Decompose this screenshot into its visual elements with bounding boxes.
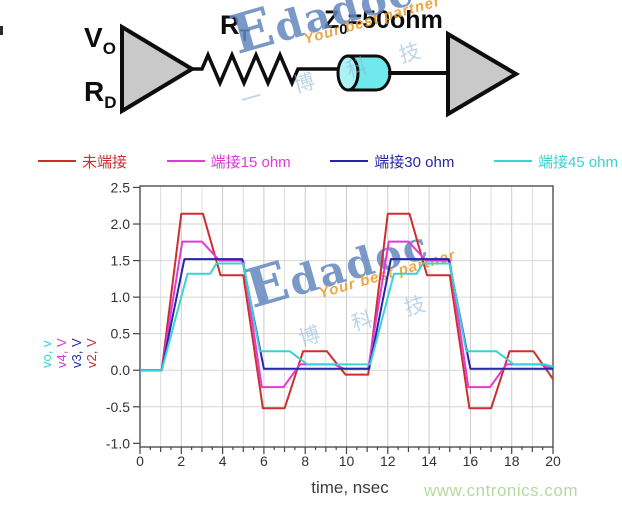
- x-axis-title: time, nsec: [311, 478, 389, 497]
- transmission-line-endcap: [336, 54, 360, 92]
- y-tick-label: 1.5: [111, 253, 131, 269]
- x-tick-label: 0: [136, 453, 144, 469]
- driver-buffer-symbol: [120, 23, 196, 115]
- circuit-diagram: [120, 23, 520, 118]
- x-tick-label: 6: [260, 453, 268, 469]
- label-vo: VO: [84, 22, 116, 58]
- label-rd: RD: [84, 76, 117, 112]
- label-z0: Z0=50ohm: [324, 6, 443, 38]
- y-tick-label: -1.0: [106, 435, 130, 451]
- legend-item-1: 端接15 ohm: [166, 151, 291, 172]
- legend-line-swatch: [493, 160, 532, 162]
- corner-artifact: [0, 26, 3, 35]
- receiver-buffer-symbol: [446, 30, 520, 118]
- x-tick-label: 20: [545, 453, 561, 469]
- chart-legend: 未端接 端接15 ohm 端接30 ohm 端接45 ohm: [38, 150, 618, 172]
- waveform-line-0: [140, 212, 554, 410]
- x-tick-label: 2: [177, 453, 185, 469]
- y-tick-label: 0.0: [111, 362, 131, 378]
- legend-line-swatch: [38, 160, 76, 162]
- x-tick-label: 10: [339, 453, 355, 469]
- site-watermark: www.cntronics.com: [424, 481, 578, 500]
- legend-item-2: 端接30 ohm: [330, 151, 454, 172]
- legend-label: 未端接: [82, 153, 128, 171]
- y-tick-label: 2.5: [111, 179, 131, 195]
- legend-label: 端接30 ohm: [374, 153, 455, 171]
- legend-line-swatch: [330, 160, 369, 162]
- label-rt: RT: [220, 10, 250, 45]
- x-tick-label: 16: [463, 453, 479, 469]
- legend-line-swatch: [166, 160, 205, 162]
- legend-label: 端接15 ohm: [210, 153, 291, 171]
- resistor-symbol: [192, 50, 350, 88]
- y-tick-label: -0.5: [106, 399, 130, 415]
- y-tick-label: 2.0: [111, 216, 131, 232]
- x-tick-label: 14: [421, 453, 437, 469]
- legend-item-0: 未端接: [38, 151, 127, 172]
- x-tick-label: 18: [504, 453, 520, 469]
- legend-item-3: 端接45 ohm: [493, 151, 618, 172]
- waveform-line-2: [140, 258, 553, 372]
- legend-label: 端接45 ohm: [537, 153, 618, 171]
- y-tick-label: 1.0: [111, 289, 131, 305]
- x-tick-label: 12: [380, 453, 396, 469]
- x-tick-label: 8: [301, 453, 309, 469]
- y-tick-label: 0.5: [111, 326, 131, 342]
- x-tick-label: 4: [219, 453, 227, 469]
- waveform-line-3: [140, 262, 554, 372]
